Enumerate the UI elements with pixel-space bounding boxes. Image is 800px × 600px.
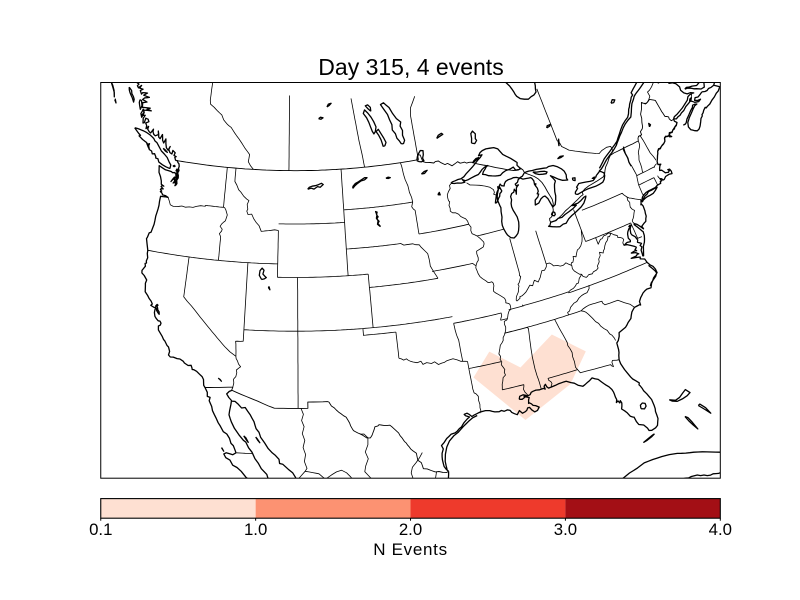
svg-text:2.0: 2.0 — [399, 520, 422, 539]
svg-text:Day 315, 4 events: Day 315, 4 events — [318, 54, 503, 80]
svg-text:N Events: N Events — [373, 540, 448, 559]
svg-text:0.1: 0.1 — [89, 520, 112, 539]
svg-text:1.0: 1.0 — [244, 520, 267, 539]
svg-text:4.0: 4.0 — [709, 520, 732, 539]
svg-text:3.0: 3.0 — [554, 520, 577, 539]
